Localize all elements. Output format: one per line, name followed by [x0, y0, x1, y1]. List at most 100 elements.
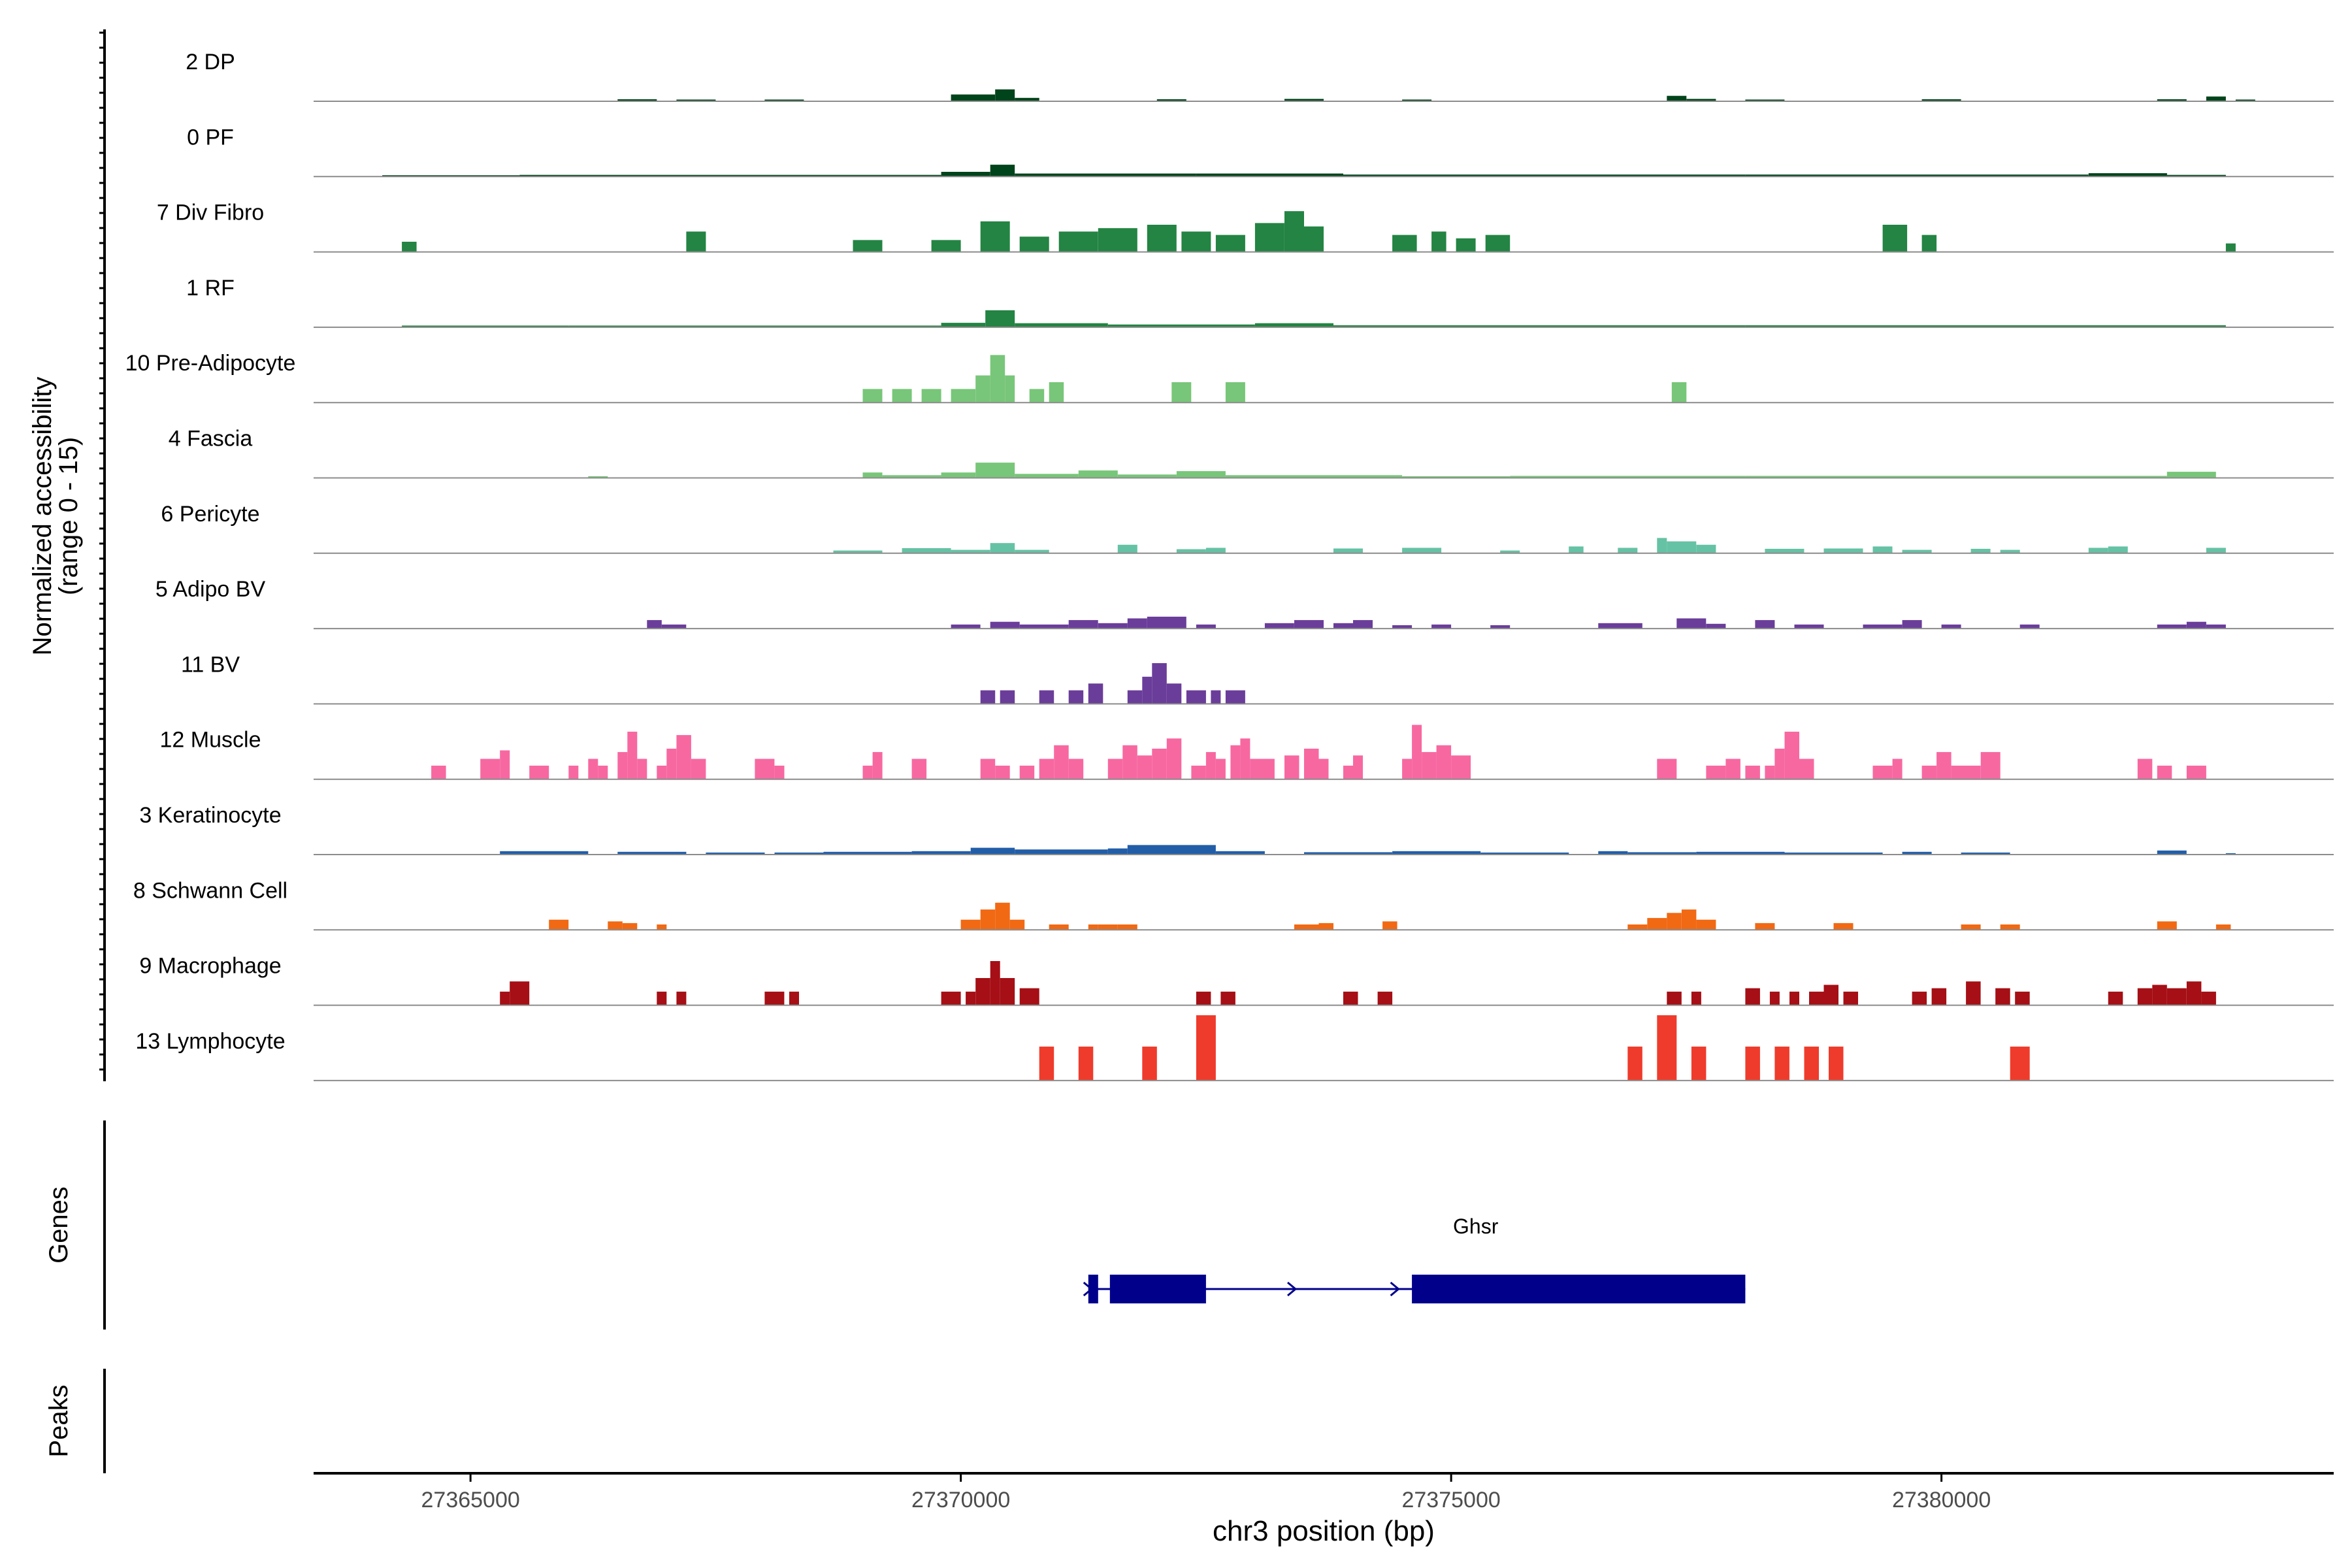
coverage-peak — [1171, 382, 1192, 403]
coverage-peak — [1147, 616, 1186, 629]
coverage-peak — [2225, 853, 2236, 855]
coverage-peak — [1220, 991, 1235, 1005]
coverage-peak — [941, 472, 976, 478]
coverage-peak — [1784, 731, 1799, 779]
coverage-peak — [657, 991, 667, 1005]
coverage-peak — [990, 621, 1020, 629]
coverage-peak — [1117, 474, 1177, 478]
coverage-peak — [1318, 923, 1333, 930]
coverage-peak — [1667, 95, 1687, 101]
coverage-peak — [1696, 851, 1785, 855]
coverage-peak — [1382, 921, 1397, 930]
track-label: 1 RF — [186, 276, 235, 301]
coverage-peak — [823, 851, 912, 855]
coverage-peak — [1902, 851, 1932, 855]
coverage-peak — [1936, 752, 1952, 779]
strand-arrow — [1390, 1281, 1400, 1297]
coverage-peak — [1809, 991, 1824, 1005]
coverage-peak — [1402, 476, 1511, 478]
coverage-peak — [1799, 759, 1814, 779]
peaks-label: Peaks — [44, 1384, 73, 1457]
coverage-peak — [941, 991, 961, 1005]
coverage-peak — [666, 748, 677, 779]
x-tick-label: 27365000 — [421, 1488, 520, 1512]
coverage-peak — [1015, 549, 1049, 553]
coverage-peak — [1117, 544, 1137, 553]
coverage-peak — [2201, 991, 2216, 1005]
coverage-peak — [657, 765, 667, 779]
coverage-peak — [1122, 745, 1137, 779]
coverage-peak — [975, 463, 1015, 478]
coverage-peak — [1142, 676, 1152, 704]
track-label: 9 Macrophage — [139, 954, 281, 979]
y-axis-label-line2: (range 0 - 15) — [54, 437, 83, 595]
coverage-peak — [755, 759, 775, 779]
coverage-peak — [990, 355, 1005, 403]
coverage-tracks: 2 DP 0 PF 7 Div Fibro 1 RF 10 Pre-Adipocyte 4… — [125, 50, 2334, 1081]
coverage-peak — [2152, 985, 2167, 1005]
coverage-peak — [1205, 547, 1226, 553]
coverage-peak — [1402, 99, 1432, 101]
coverage-peak — [1107, 759, 1123, 779]
coverage-peak — [1078, 470, 1118, 478]
coverage-peak — [1250, 759, 1275, 779]
coverage-peak — [1921, 235, 1937, 252]
coverage-peak — [676, 99, 716, 101]
track-label: 6 Pericyte — [161, 502, 259, 527]
coverage-peak — [1152, 748, 1167, 779]
coverage-peak — [1412, 725, 1422, 779]
coverage-peak — [764, 99, 804, 101]
track-9: 11 BV — [181, 652, 2334, 705]
coverage-peak — [1745, 325, 2226, 327]
track-4: 1 RF — [186, 276, 2334, 328]
coverage-peak — [1480, 852, 1569, 855]
coverage-peak — [2186, 981, 2202, 1005]
coverage-peak — [1706, 765, 1726, 779]
coverage-peak — [980, 690, 996, 704]
coverage-peak — [529, 765, 549, 779]
coverage-peak — [1156, 99, 1186, 101]
coverage-peak — [588, 476, 608, 478]
coverage-peak — [2157, 624, 2187, 629]
coverage-peak — [833, 550, 883, 553]
track-label: 5 Adipo BV — [155, 577, 266, 602]
coverage-peak — [1019, 988, 1039, 1005]
coverage-peak — [1333, 325, 1746, 327]
coverage-peak — [1774, 1046, 1789, 1081]
coverage-peak — [990, 543, 1015, 553]
coverage-peak — [402, 325, 569, 327]
coverage-peak — [1343, 765, 1353, 779]
coverage-peak — [1951, 765, 1981, 779]
coverage-peak — [598, 765, 608, 779]
coverage-peak — [951, 389, 976, 403]
coverage-peak — [1671, 382, 1687, 403]
coverage-peak — [1019, 765, 1035, 779]
coverage-peak — [686, 231, 706, 252]
x-tick-label: 27380000 — [1892, 1488, 1991, 1512]
coverage-peak — [1039, 690, 1054, 704]
coverage-peak — [1647, 918, 1667, 930]
coverage-peak — [1284, 755, 1299, 779]
coverage-peak — [1745, 1046, 1760, 1081]
coverage-peak — [931, 240, 961, 252]
coverage-peak — [862, 765, 873, 779]
coverage-peak — [1392, 851, 1481, 855]
coverage-peak — [1196, 991, 1211, 1005]
track-10: 12 Muscle — [160, 725, 2334, 780]
coverage-peak — [1970, 549, 1991, 553]
coverage-peak — [1039, 1046, 1054, 1081]
coverage-peak — [2166, 174, 2226, 177]
coverage-peak — [691, 759, 706, 779]
coverage-peak — [1823, 548, 1863, 553]
coverage-peak — [975, 375, 990, 403]
track-label: 12 Muscle — [160, 728, 261, 753]
coverage-peak — [568, 325, 941, 327]
coverage-peak — [872, 752, 883, 779]
coverage-peak — [2108, 546, 2128, 553]
coverage-peak — [1485, 235, 1511, 252]
coverage-peak — [1049, 382, 1064, 403]
coverage-peak — [1015, 474, 1079, 478]
coverage-peak — [1176, 549, 1206, 553]
coverage-peak — [2010, 1046, 2030, 1081]
coverage-peak — [911, 851, 971, 855]
